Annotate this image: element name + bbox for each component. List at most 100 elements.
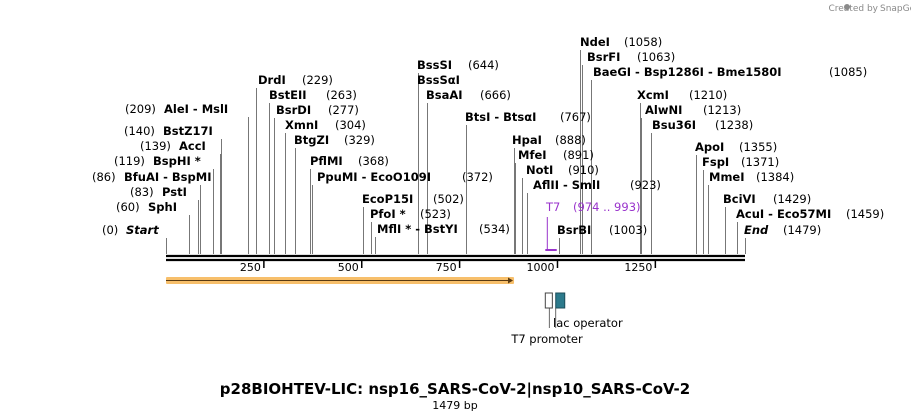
site-name-start: Start	[126, 223, 159, 237]
site-drdi: DrdI (229)	[258, 73, 333, 87]
site-name-bsrfi: BsrFI	[587, 50, 620, 64]
t7-site: T7 (974 .. 993)	[545, 200, 641, 251]
site-bsssi: BssSI (644)	[417, 58, 499, 72]
site-position-acui: (1459)	[846, 207, 884, 221]
site-end: End (1479)	[744, 223, 821, 237]
site-name-pfoi: PfoI *	[370, 207, 406, 221]
site-name-mfli: MflI * - BstYI	[377, 222, 458, 236]
lac-operator-label: lac operator	[553, 316, 623, 330]
site-ppumi: PpuMI - EcoO109I (372)	[317, 170, 493, 184]
site-position-drdi: (229)	[302, 73, 333, 87]
t7-promoter-label: T7 promoter	[510, 332, 583, 346]
site-name-acci: AccI	[179, 139, 206, 153]
site-name-bssnai: BssSαI	[417, 73, 460, 87]
site-name-bsaai: BsaAI	[426, 88, 463, 102]
site-name-pflmi: PflMI	[310, 154, 343, 168]
feature-track: T7 promoter lac operator	[166, 277, 623, 346]
site-bsaai: BsaAI (666)	[426, 88, 511, 102]
site-name-bsrdi: BsrDI	[276, 103, 311, 117]
site-position-bsteii: (263)	[326, 88, 357, 102]
site-bssnai: BssSαI	[417, 73, 460, 87]
site-name-xmni: XmnI	[285, 118, 318, 132]
site-name-btgzi: BtgZI	[294, 133, 329, 147]
site-name-end: End	[744, 223, 769, 237]
orf-arrow	[166, 277, 515, 284]
site-position-bcivi: (1429)	[773, 192, 811, 206]
site-name-ndei: NdeI	[580, 35, 610, 49]
site-name-ecop15i: EcoP15I	[362, 192, 413, 206]
axis-tick-label: 1250	[624, 261, 652, 274]
site-name-psti: PstI	[162, 185, 187, 199]
credit-brand: SnapGene	[880, 4, 911, 14]
site-position-pflmi: (368)	[358, 154, 389, 168]
site-position-bstz17i: (140)	[124, 124, 155, 138]
site-name-btsi: BtsI - BtsαI	[465, 110, 536, 124]
site-position-alei: (209)	[125, 102, 156, 116]
site-name-mfei: MfeI	[518, 148, 547, 162]
t7-site-range: (974 .. 993)	[573, 200, 641, 214]
site-position-start: (0)	[102, 223, 118, 237]
t7-promoter: T7 promoter	[510, 292, 583, 346]
site-name-bsu36i: Bsu36I	[652, 118, 696, 132]
site-position-bsaai: (666)	[480, 88, 511, 102]
site-xmni: XmnI (304)	[285, 118, 366, 132]
axis-tick-label: 1000	[526, 261, 554, 274]
site-start: Start (0)	[102, 223, 159, 237]
site-bsteii: BstEII (263)	[269, 88, 357, 102]
site-name-drdi: DrdI	[258, 73, 286, 87]
site-ndei: NdeI (1058)	[580, 35, 662, 49]
sequence-backbone	[166, 254, 745, 262]
site-name-xcmi: XcmI	[637, 88, 669, 102]
site-name-bcivi: BciVI	[723, 192, 756, 206]
site-position-bsrbi: (1003)	[609, 223, 647, 237]
site-bcivi: BciVI (1429)	[723, 192, 811, 206]
site-position-ndei: (1058)	[624, 35, 662, 49]
site-position-aflii: (923)	[630, 178, 661, 192]
site-position-end: (1479)	[783, 223, 821, 237]
site-psti: PstI (83)	[130, 185, 187, 199]
axis-tick-label: 500	[338, 261, 359, 274]
site-position-fspi: (1371)	[741, 155, 779, 169]
site-btgzi: BtgZI (329)	[294, 133, 375, 147]
site-xcmi: XcmI (1210)	[637, 88, 727, 102]
site-position-noti: (910)	[568, 163, 599, 177]
site-position-bsphi: (119)	[114, 154, 145, 168]
site-aflii: AflII - SmlI (923)	[533, 178, 661, 192]
site-name-bsphi: BspHI *	[153, 154, 201, 168]
snapgene-logo-icon	[844, 4, 850, 10]
site-name-bstz17i: BstZ17I	[163, 124, 213, 138]
site-name-bsrbi: BsrBI	[557, 223, 591, 237]
t7-site-name: T7	[545, 200, 560, 214]
site-position-sphi: (60)	[116, 200, 140, 214]
site-baegi: BaeGI - Bsp1286I - Bme1580I (1085)	[593, 65, 867, 79]
site-bsphi: BspHI * (119)	[114, 154, 201, 168]
map-subtitle: 1479 bp	[432, 399, 477, 412]
site-alei: AleI - MslI (209)	[125, 102, 228, 116]
site-position-mfli: (534)	[479, 222, 510, 236]
axis-tick-label: 250	[240, 261, 261, 274]
site-position-bsssi: (644)	[468, 58, 499, 72]
site-pflmi: PflMI (368)	[310, 154, 389, 168]
site-position-pfoi: (523)	[420, 207, 451, 221]
site-name-alei: AleI - MslI	[164, 102, 228, 116]
site-name-bsssi: BssSI	[417, 58, 452, 72]
site-name-ppumi: PpuMI - EcoO109I	[317, 170, 431, 184]
lac-operator: lac operator	[553, 292, 623, 330]
site-position-hpai: (888)	[555, 133, 586, 147]
site-position-bsrdi: (277)	[328, 103, 359, 117]
site-position-bsu36i: (1238)	[715, 118, 753, 132]
site-acui: AcuI - Eco57MI (1459)	[736, 207, 884, 221]
site-acci: AccI (139)	[140, 139, 206, 153]
site-name-alwni: AlwNI	[645, 103, 682, 117]
site-noti: NotI (910)	[526, 163, 599, 177]
site-position-btgzi: (329)	[344, 133, 375, 147]
site-bsrdi: BsrDI (277)	[276, 103, 359, 117]
site-bsu36i: Bsu36I (1238)	[652, 118, 753, 132]
site-position-xcmi: (1210)	[689, 88, 727, 102]
site-position-xmni: (304)	[335, 118, 366, 132]
axis-ticks: 250 500 750 1000 1250	[240, 261, 657, 274]
site-alwni: AlwNI (1213)	[645, 103, 741, 117]
site-position-alwni: (1213)	[703, 103, 741, 117]
site-position-ppumi: (372)	[462, 170, 493, 184]
